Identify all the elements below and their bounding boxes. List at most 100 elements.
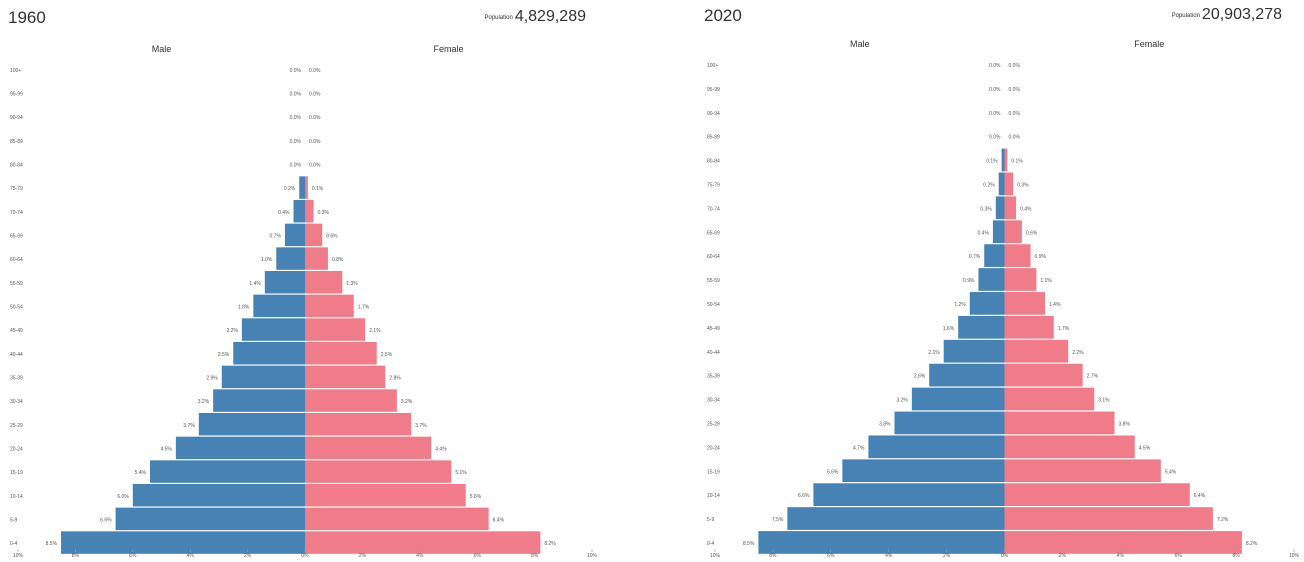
male-value-label: 6.6% bbox=[100, 518, 112, 524]
female-value-label: 8.2% bbox=[544, 541, 556, 547]
female-value-label: 7.2% bbox=[1217, 517, 1229, 523]
female-bar bbox=[305, 318, 366, 341]
x-tick-label: 8% bbox=[1232, 553, 1240, 559]
age-group-label: 25-29 bbox=[707, 422, 720, 428]
male-bar bbox=[969, 292, 1005, 315]
age-group-label: 70-74 bbox=[707, 206, 720, 212]
male-value-label: 0.7% bbox=[969, 254, 981, 260]
age-group-label: 70-74 bbox=[10, 210, 23, 216]
female-value-label: 1.7% bbox=[358, 305, 370, 311]
x-tick-label: 10% bbox=[1289, 553, 1300, 559]
male-value-label: 2.9% bbox=[206, 376, 218, 382]
female-value-label: 0.0% bbox=[1009, 63, 1021, 69]
age-group-label: 40-44 bbox=[707, 350, 720, 356]
female-bar bbox=[1004, 363, 1083, 387]
male-value-label: 1.2% bbox=[954, 302, 966, 308]
male-value-label: 5.6% bbox=[827, 469, 839, 475]
age-group-label: 90-94 bbox=[10, 115, 23, 121]
age-group-label: 100+ bbox=[707, 63, 718, 69]
male-bar bbox=[221, 365, 305, 389]
age-group-label: 80-84 bbox=[10, 163, 23, 169]
male-value-label: 6.0% bbox=[117, 494, 129, 500]
female-bar bbox=[305, 460, 452, 483]
male-value-label: 0.4% bbox=[278, 210, 290, 216]
male-value-label: 1.8% bbox=[238, 305, 250, 311]
age-group-label: 35-39 bbox=[707, 374, 720, 380]
female-value-label: 1.3% bbox=[346, 281, 358, 287]
male-value-label: 0.9% bbox=[963, 278, 975, 284]
x-tick-label: 0% bbox=[301, 553, 309, 559]
male-bar bbox=[198, 413, 305, 436]
male-value-label: 5.4% bbox=[135, 470, 147, 476]
age-group-label: 85-89 bbox=[707, 135, 720, 141]
female-value-label: 0.3% bbox=[1017, 182, 1029, 188]
male-bar bbox=[929, 363, 1005, 387]
female-value-label: 4.5% bbox=[1139, 445, 1151, 451]
female-value-label: 2.8% bbox=[389, 376, 401, 382]
male-value-label: 8.5% bbox=[743, 541, 755, 547]
female-bar bbox=[305, 436, 432, 460]
female-bar bbox=[305, 200, 314, 223]
female-value-label: 0.0% bbox=[309, 68, 321, 74]
male-value-label: 0.1% bbox=[986, 159, 998, 165]
male-bar bbox=[894, 411, 1005, 435]
female-value-label: 5.1% bbox=[455, 470, 467, 476]
population-value: 20,903,278 bbox=[1201, 6, 1282, 23]
male-value-label: 2.5% bbox=[218, 352, 230, 358]
population-pyramid-chart: Male Female 100+ 0.0% 0.0% 95-99 0.0% 0.0% 90-94… bbox=[707, 39, 1300, 559]
male-bar bbox=[293, 200, 305, 223]
female-bar bbox=[305, 176, 308, 199]
female-bar bbox=[1004, 507, 1213, 530]
male-bar bbox=[299, 176, 305, 199]
age-group-label: 15-19 bbox=[10, 470, 23, 476]
male-value-label: 2.6% bbox=[914, 374, 926, 380]
male-bar bbox=[813, 483, 1005, 506]
x-tick-label: 4% bbox=[187, 553, 195, 559]
female-bar bbox=[1004, 268, 1037, 291]
age-group-label: 50-54 bbox=[10, 305, 23, 311]
male-value-label: 0.2% bbox=[284, 186, 296, 192]
pyramid-panel-2020: 2020 Population 20,903,278 Male Female 100+… bbox=[700, 0, 1304, 562]
male-bar bbox=[241, 318, 305, 341]
age-group-label: 10-14 bbox=[10, 494, 23, 500]
male-value-label: 3.2% bbox=[198, 399, 210, 405]
age-group-label: 25-29 bbox=[10, 423, 23, 429]
male-value-label: 1.4% bbox=[249, 281, 261, 287]
population-value: 4,829,289 bbox=[514, 8, 586, 25]
age-group-label: 0-4 bbox=[10, 541, 17, 547]
male-value-label: 2.2% bbox=[226, 328, 238, 334]
female-value-label: 1.7% bbox=[1058, 326, 1070, 332]
female-bar bbox=[305, 531, 541, 554]
age-group-label: 30-34 bbox=[10, 399, 23, 405]
female-bar bbox=[1004, 292, 1046, 315]
male-value-label: 7.5% bbox=[772, 517, 784, 523]
age-group-label: 5-9 bbox=[707, 517, 714, 523]
age-group-label: 90-94 bbox=[707, 111, 720, 117]
female-value-label: 6.4% bbox=[1194, 493, 1206, 499]
population-pyramid-chart: Male Female 100+ 0.0% 0.0% 95-99 0.0% 0.0% 90-94… bbox=[10, 44, 598, 559]
female-value-label: 0.0% bbox=[309, 163, 321, 169]
chart-title: 2020 bbox=[704, 6, 742, 25]
male-bar bbox=[175, 436, 305, 460]
female-bar bbox=[1004, 315, 1054, 339]
female-bar bbox=[1004, 411, 1115, 435]
x-tick-label: 10% bbox=[710, 553, 721, 559]
male-bar bbox=[233, 342, 305, 365]
male-bar bbox=[998, 172, 1005, 196]
male-bar bbox=[150, 460, 305, 483]
female-value-label: 2.7% bbox=[1087, 374, 1099, 380]
x-tick-label: 2% bbox=[1059, 553, 1067, 559]
x-tick-label: 0% bbox=[1001, 553, 1009, 559]
age-group-label: 15-19 bbox=[707, 469, 720, 475]
female-value-label: 0.0% bbox=[1009, 111, 1021, 117]
male-bar bbox=[984, 244, 1005, 267]
male-bar bbox=[758, 531, 1005, 554]
age-group-label: 95-99 bbox=[10, 92, 23, 98]
age-group-label: 40-44 bbox=[10, 352, 23, 358]
x-tick-label: 10% bbox=[13, 553, 24, 559]
male-bar bbox=[995, 196, 1005, 220]
female-bar bbox=[1004, 435, 1135, 459]
age-group-label: 60-64 bbox=[10, 257, 23, 263]
female-bar bbox=[305, 271, 343, 294]
male-value-label: 4.7% bbox=[853, 445, 865, 451]
